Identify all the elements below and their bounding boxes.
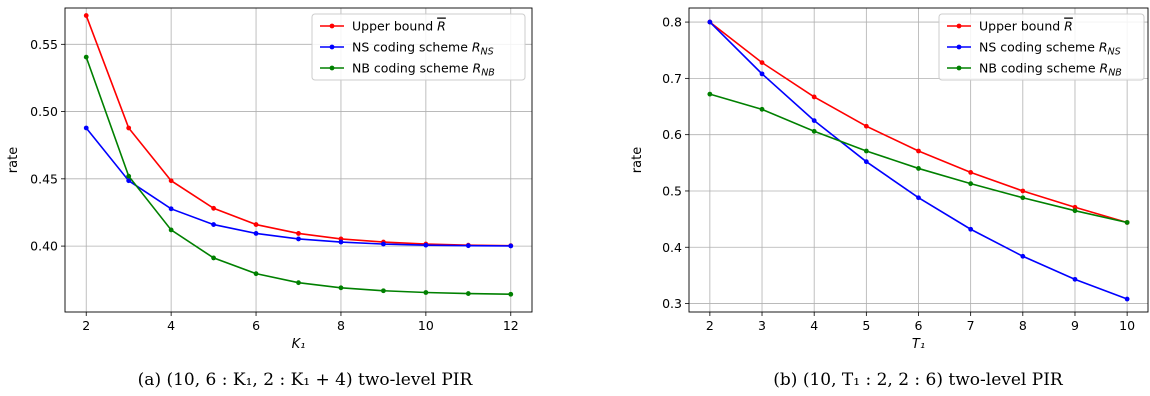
data-point bbox=[916, 166, 921, 171]
data-point bbox=[508, 244, 513, 249]
x-tick-label: 6 bbox=[915, 318, 923, 333]
x-tick-label: 7 bbox=[967, 318, 975, 333]
data-point bbox=[84, 13, 89, 18]
data-point bbox=[760, 71, 765, 76]
data-point bbox=[864, 159, 869, 164]
series-line bbox=[86, 57, 511, 294]
data-point bbox=[1073, 208, 1078, 213]
x-tick-label: 9 bbox=[1071, 318, 1079, 333]
data-point bbox=[1020, 189, 1025, 194]
data-point bbox=[968, 227, 973, 232]
legend-marker bbox=[957, 66, 962, 71]
data-point bbox=[916, 149, 921, 154]
x-tick-label: 10 bbox=[418, 318, 434, 333]
y-tick-label: 0.4 bbox=[662, 240, 682, 255]
data-point bbox=[1020, 195, 1025, 200]
legend-marker bbox=[957, 45, 962, 50]
data-point bbox=[812, 129, 817, 134]
data-point bbox=[760, 60, 765, 65]
data-point bbox=[466, 243, 471, 248]
x-tick-label: 8 bbox=[337, 318, 345, 333]
data-point bbox=[254, 271, 259, 276]
data-point bbox=[211, 256, 216, 261]
x-tick-label: 8 bbox=[1019, 318, 1027, 333]
figure-caption: (a) (10, 6 : K₁, 2 : K₁ + 4) two-level P… bbox=[138, 370, 474, 390]
data-point bbox=[1125, 297, 1130, 302]
x-tick-label: 6 bbox=[252, 318, 260, 333]
x-axis-label: K₁ bbox=[292, 337, 306, 352]
y-tick-label: 0.7 bbox=[662, 71, 682, 86]
data-point bbox=[423, 290, 428, 295]
x-axis-label: T₁ bbox=[912, 337, 925, 352]
figure-caption: (b) (10, T₁ : 2, 2 : 6) two-level PIR bbox=[773, 370, 1064, 390]
x-tick-label: 2 bbox=[706, 318, 714, 333]
data-point bbox=[1073, 277, 1078, 282]
y-tick-label: 0.6 bbox=[662, 127, 682, 142]
data-point bbox=[1020, 254, 1025, 259]
y-tick-label: 0.40 bbox=[30, 239, 58, 254]
y-tick-label: 0.3 bbox=[662, 296, 682, 311]
data-point bbox=[296, 280, 301, 285]
x-tick-label: 2 bbox=[82, 318, 90, 333]
data-point bbox=[864, 149, 869, 154]
x-tick-label: 4 bbox=[810, 318, 818, 333]
x-tick-label: 12 bbox=[503, 318, 519, 333]
data-point bbox=[211, 206, 216, 211]
x-tick-label: 4 bbox=[167, 318, 175, 333]
legend-label: Upper bound R bbox=[979, 19, 1073, 34]
data-point bbox=[707, 92, 712, 97]
data-point bbox=[968, 181, 973, 186]
data-point bbox=[381, 242, 386, 247]
y-tick-label: 0.45 bbox=[30, 171, 58, 186]
data-point bbox=[296, 237, 301, 242]
data-point bbox=[169, 178, 174, 183]
data-point bbox=[968, 170, 973, 175]
data-point bbox=[864, 124, 869, 129]
data-point bbox=[707, 20, 712, 25]
data-point bbox=[423, 243, 428, 248]
series-line bbox=[86, 128, 511, 246]
x-tick-label: 3 bbox=[758, 318, 766, 333]
chart-1: 2 4 6 8 10 12 0.40 0.45 0.50 0.55 K₁ rate Upper boun… bbox=[6, 8, 532, 390]
data-point bbox=[916, 195, 921, 200]
y-tick-label: 0.50 bbox=[30, 104, 58, 119]
data-point bbox=[254, 222, 259, 227]
legend-label: Upper bound R bbox=[352, 19, 446, 34]
data-point bbox=[812, 118, 817, 123]
data-point bbox=[84, 126, 89, 131]
x-tick-label: 10 bbox=[1119, 318, 1135, 333]
y-tick-label: 0.8 bbox=[662, 15, 682, 30]
data-point bbox=[169, 228, 174, 233]
data-point bbox=[508, 292, 513, 297]
y-axis-label: rate bbox=[630, 147, 645, 173]
data-point bbox=[126, 174, 131, 179]
data-point bbox=[169, 206, 174, 211]
data-point bbox=[296, 231, 301, 236]
data-point bbox=[812, 95, 817, 100]
data-point bbox=[381, 288, 386, 293]
chart-2: 2 3 4 5 6 7 8 9 10 0.3 0.4 0.5 0.6 0.7 0.8 T₁ rate Upper … bbox=[630, 8, 1148, 390]
data-point bbox=[254, 231, 259, 236]
y-axis-label: rate bbox=[6, 147, 21, 173]
x-tick-label: 5 bbox=[862, 318, 870, 333]
legend-marker bbox=[330, 45, 335, 50]
y-tick-label: 0.5 bbox=[662, 183, 682, 198]
data-point bbox=[339, 240, 344, 245]
data-point bbox=[84, 55, 89, 60]
legend-marker bbox=[330, 66, 335, 71]
y-tick-label: 0.55 bbox=[30, 37, 58, 52]
data-point bbox=[760, 107, 765, 112]
data-point bbox=[211, 222, 216, 227]
legend-marker bbox=[330, 24, 335, 29]
data-point bbox=[339, 285, 344, 290]
legend-marker bbox=[957, 24, 962, 29]
data-point bbox=[126, 126, 131, 131]
data-point bbox=[1125, 220, 1130, 225]
data-point bbox=[466, 291, 471, 296]
